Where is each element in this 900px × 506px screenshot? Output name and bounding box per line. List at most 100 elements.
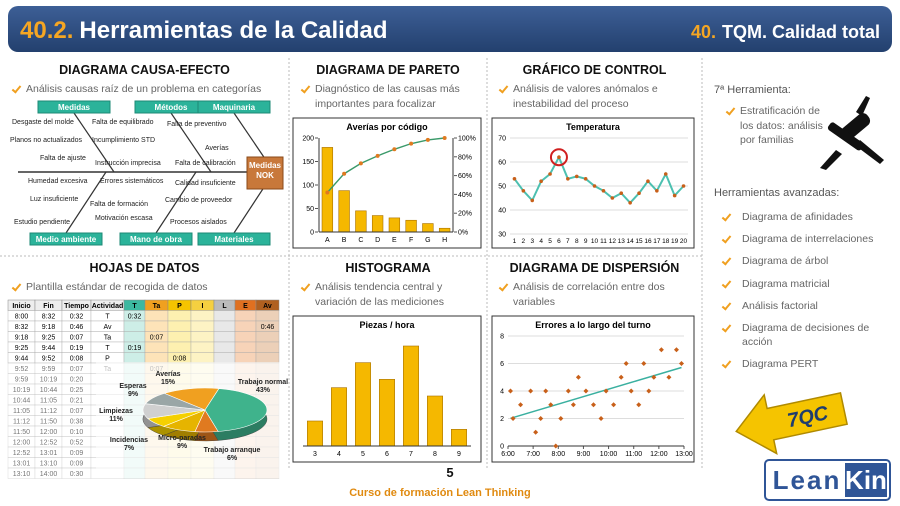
cell-text: 9:59 [15, 377, 29, 384]
category-label: Maquinaria [213, 103, 256, 112]
section-title: TQM. Calidad total [722, 22, 880, 42]
cause: Errores sistemáticos [100, 178, 164, 185]
cell-text: 0:07 [70, 408, 84, 415]
bar [355, 210, 367, 233]
category-box [119, 232, 193, 246]
cell-text: 0:10 [70, 429, 84, 436]
cell-text: 9:44 [15, 356, 29, 363]
point [575, 374, 581, 380]
x-tick-label: 18 [662, 238, 670, 245]
pareto-point [375, 153, 380, 158]
x-tick-label: 6 [385, 451, 389, 458]
cell [190, 320, 215, 332]
cell-text: 11:05 [40, 398, 57, 405]
header-bar [8, 6, 892, 52]
cell [190, 310, 215, 322]
chart-frame [491, 315, 695, 463]
x-tick-label: C [358, 237, 363, 244]
cause: Estudio pendiente [14, 219, 70, 226]
x-tick-label: 8 [433, 451, 437, 458]
cause: Falta de formación [90, 201, 148, 208]
point [641, 361, 647, 366]
y-tick-label: 30 [498, 232, 506, 239]
header-label: P [177, 303, 182, 310]
pareto-point [392, 147, 397, 152]
cause: Falta de calibración [175, 160, 236, 167]
bar [321, 147, 334, 233]
x-tick-label: 3 [530, 238, 534, 245]
cell-text: 0:38 [70, 419, 84, 426]
pie-label: Limpiezas 11% [99, 408, 133, 423]
cause: Humedad excesiva [28, 178, 88, 185]
cell [255, 310, 280, 322]
cell-text: T [105, 314, 110, 321]
cell-text: 11:12 [13, 419, 30, 426]
activity-time: 0:32 [128, 314, 142, 321]
x-tick-label: 7 [566, 238, 570, 245]
y-tick-label: 70 [498, 136, 506, 143]
cell-text: 13:01 [13, 461, 31, 468]
sidebar-advanced-title: Herramientas avanzadas: [714, 187, 840, 199]
series-line [513, 154, 685, 205]
pareto-point [325, 190, 330, 195]
pie-label: Incidencias 7% [110, 437, 148, 452]
sidebar-tool: Estratificación de los datos: análisis p… [726, 104, 826, 148]
cell-text: 0:09 [70, 461, 84, 468]
cell [123, 331, 146, 343]
y-tick-label: 60 [498, 160, 506, 167]
x-tick-label: 7:00 [526, 451, 540, 458]
category-label: Medidas [58, 103, 91, 112]
pie-label-value: 7% [124, 445, 135, 452]
point [510, 416, 516, 421]
point [655, 189, 659, 193]
chart-title: Errores a lo largo del turno [535, 320, 651, 330]
x-tick-label: 8:00 [551, 451, 565, 458]
logo-box [845, 463, 887, 497]
pareto-point [342, 171, 347, 176]
point [548, 172, 552, 176]
x-tick-label: 19 [671, 238, 679, 245]
cell-text: 10:19 [40, 377, 58, 384]
x-tick-label: H [442, 237, 447, 244]
point [543, 388, 549, 394]
category-box [37, 100, 111, 114]
cell [190, 352, 215, 364]
cell-text: 11:05 [13, 408, 30, 415]
x-tick-label: B [342, 237, 347, 244]
cell-text: 13:10 [13, 471, 31, 478]
cell [234, 341, 257, 353]
cell [190, 331, 215, 343]
header-number: 40.2. [20, 17, 73, 44]
header-label: T [132, 303, 137, 310]
cell-text: 9:25 [42, 335, 56, 342]
category-label: Materiales [214, 235, 254, 244]
point [603, 388, 609, 394]
y-tick-label: 200 [302, 136, 314, 143]
point [601, 189, 606, 193]
x-tick-label: 9 [584, 238, 588, 245]
point [611, 402, 617, 408]
y-tick-label: 50 [498, 184, 506, 191]
bar [422, 223, 434, 233]
point [583, 177, 588, 181]
x-tick-label: G [425, 237, 430, 244]
bone [170, 112, 212, 173]
table-row: 8:32 9:18 0:46 Av 0:46 [7, 320, 280, 332]
cell [190, 341, 215, 353]
x-tick-label: 6:00 [501, 451, 515, 458]
cell [234, 352, 257, 364]
cell-text: 0:32 [70, 314, 84, 321]
x-tick-label: 12:00 [650, 451, 668, 458]
category-box [197, 232, 271, 246]
header-label: Tiempo [64, 303, 89, 310]
x-tick-label: 5 [548, 238, 552, 245]
x-tick-label: D [375, 237, 380, 244]
header-text: Herramientas de la Calidad [79, 17, 387, 44]
pie-label-value: 43% [256, 387, 271, 394]
knife-icon [820, 96, 884, 170]
advanced-item: Diagrama de decisiones de acción [722, 321, 894, 349]
cell [255, 341, 280, 353]
x-tick-label: 14 [627, 238, 635, 245]
category-box [29, 232, 103, 246]
panel-bullet: Análisis de valores anómalos e inestabil… [499, 82, 694, 111]
